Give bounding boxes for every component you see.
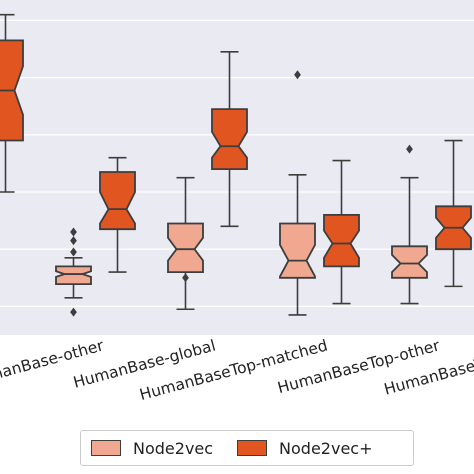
- box-body: [55, 265, 92, 286]
- outlier-point: [294, 70, 301, 80]
- legend-label-node2vec: Node2vec: [133, 438, 214, 458]
- box-node2vec-4: [391, 144, 428, 305]
- outlier-point: [70, 307, 77, 317]
- outlier-point: [406, 144, 413, 154]
- outlier-point: [70, 236, 77, 246]
- box-node2vec-plus-4: [435, 139, 472, 288]
- box-node2vec-3: [279, 70, 316, 316]
- x-tick-labels: HumanBase-matchedHumanBase-otherHumanBas…: [0, 336, 474, 404]
- box-body: [211, 108, 248, 171]
- box-node2vec-plus-3: [323, 159, 360, 305]
- legend-swatch-node2vec-plus: [237, 440, 268, 456]
- box-node2vec-plus-0: [0, 13, 24, 193]
- legend-label-node2vec-plus: Node2vec+: [279, 438, 373, 458]
- boxes-layer: [0, 13, 472, 317]
- outlier-point: [70, 247, 77, 257]
- box-node2vec-1: [55, 227, 92, 317]
- box-body: [323, 213, 360, 268]
- box-body: [391, 245, 428, 279]
- box-body: [99, 171, 136, 231]
- box-node2vec-plus-2: [211, 51, 248, 228]
- box-node2vec-2: [167, 176, 204, 311]
- box-body: [279, 222, 316, 279]
- legend: Node2vec Node2vec+: [80, 430, 414, 466]
- outlier-point: [182, 273, 189, 283]
- legend-item-node2vec-plus: Node2vec+: [237, 438, 373, 458]
- outlier-point: [70, 227, 77, 237]
- x-tick-label: HumanBaseTop-matched: [138, 336, 330, 404]
- box-body: [167, 222, 204, 274]
- legend-item-node2vec: Node2vec: [91, 439, 213, 458]
- box-node2vec-plus-1: [99, 156, 136, 273]
- legend-swatch-node2vec: [91, 440, 121, 456]
